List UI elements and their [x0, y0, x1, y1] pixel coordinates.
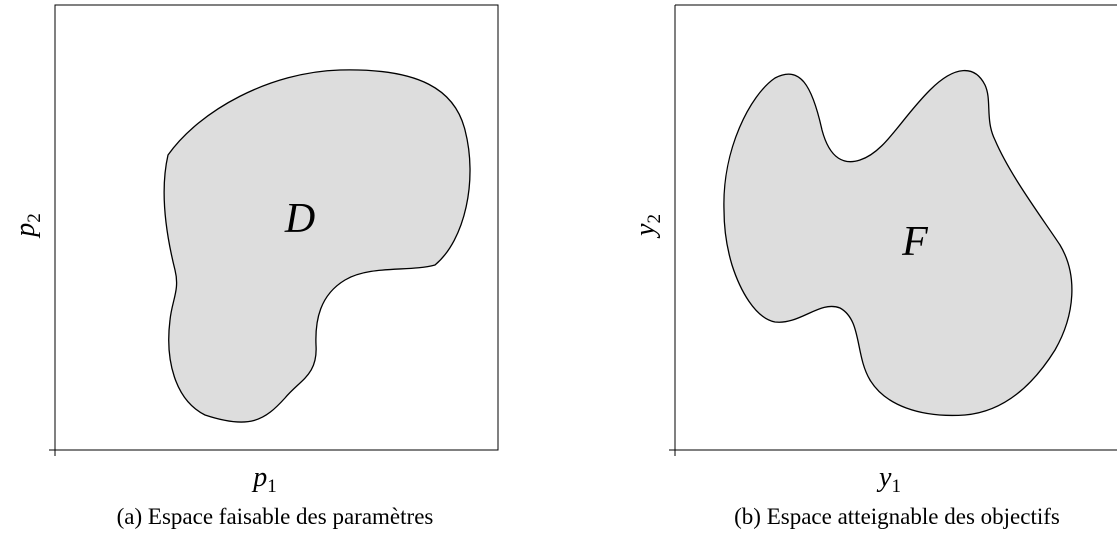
y-axis-label: y2 — [630, 214, 665, 239]
region-label: D — [284, 196, 315, 242]
axes-box — [54, 4, 499, 451]
x-axis-label: p1 — [251, 462, 277, 497]
region-label: F — [901, 219, 928, 265]
caption: (a) Espace faisable des paramètres — [117, 504, 434, 529]
feasible-region — [163, 69, 471, 423]
x-axis-label: y1 — [876, 462, 901, 497]
attainable-region — [723, 69, 1073, 417]
y-axis-label: p2 — [10, 213, 45, 239]
caption: (b) Espace atteignable des objectifs — [734, 504, 1060, 529]
